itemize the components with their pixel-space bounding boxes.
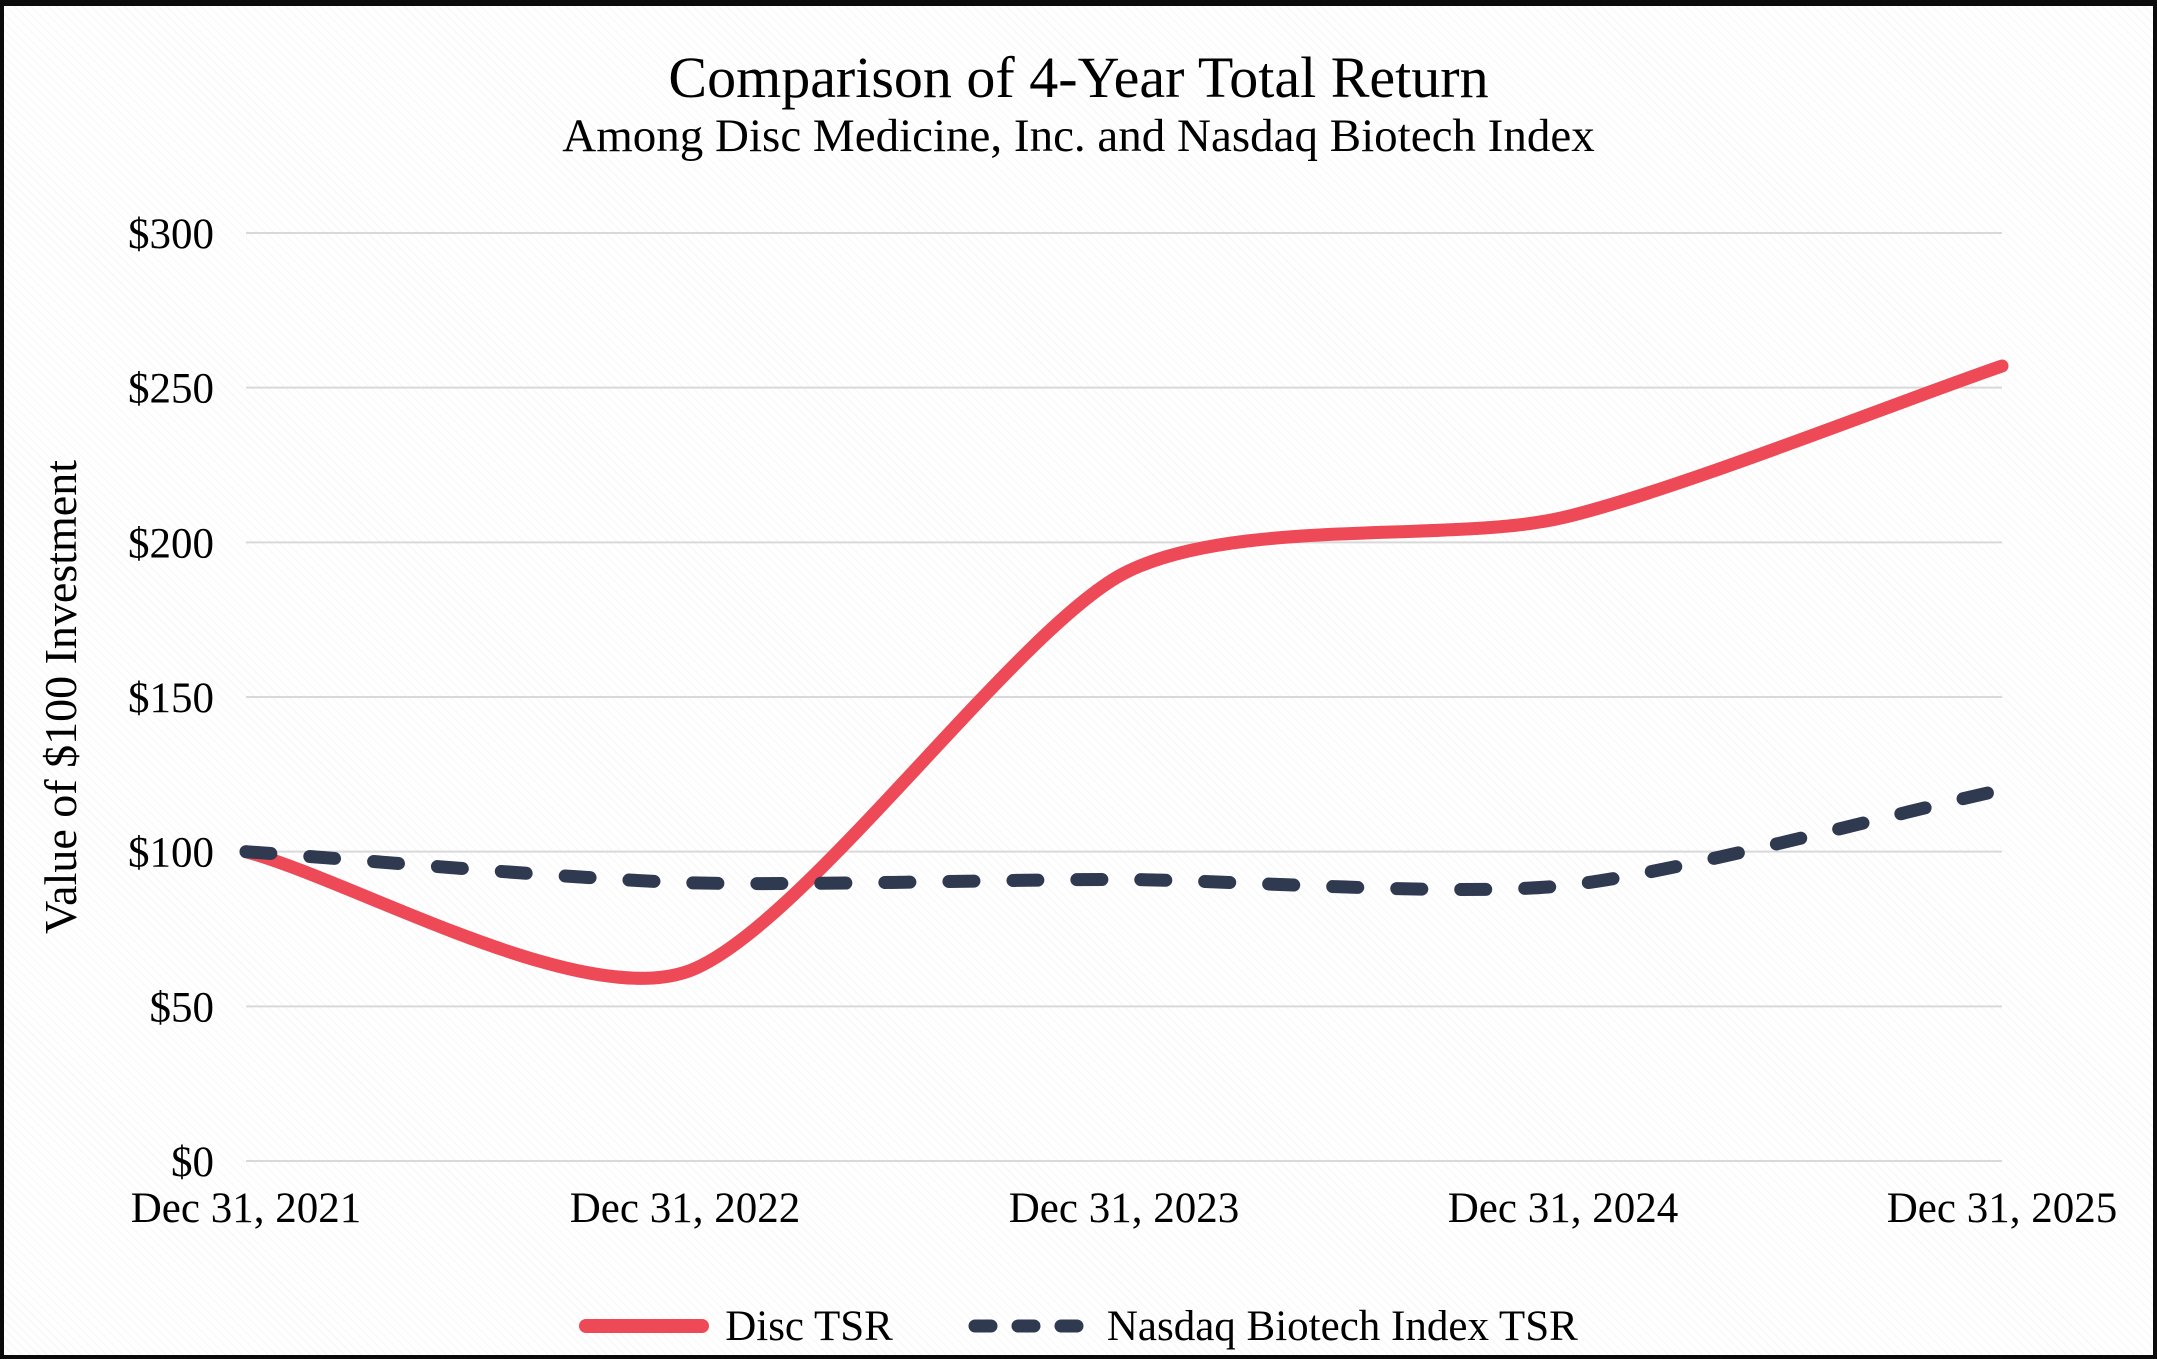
y-tick-label: $150: [128, 675, 214, 722]
legend-item-nasdaq-biotech: Nasdaq Biotech Index TSR: [967, 1302, 1578, 1351]
chart-plot-area: $0 $50 $100 $150 $200 $250 $300 Dec 31, 2021 Dec…: [35, 211, 2117, 1232]
x-tick-label: Dec 31, 2025: [1887, 1185, 2117, 1232]
y-axis-title: Value of $100 Investment: [35, 460, 86, 934]
legend-item-disc-tsr: Disc TSR: [579, 1302, 893, 1351]
legend-label-nasdaq-biotech: Nasdaq Biotech Index TSR: [1106, 1302, 1578, 1350]
y-tick-label: $0: [171, 1139, 214, 1186]
y-tick-label: $250: [128, 366, 214, 413]
chart-legend: Disc TSR Nasdaq Biotech Index TSR: [4, 1298, 2153, 1354]
x-tick-label: Dec 31, 2024: [1448, 1185, 1678, 1232]
y-tick-label: $50: [150, 984, 215, 1031]
dashed-line-swatch-icon: [968, 1319, 1091, 1333]
solid-line-swatch-icon: [579, 1319, 710, 1333]
x-tick-label: Dec 31, 2022: [570, 1185, 800, 1232]
series-line-disc-tsr: [239, 359, 2009, 985]
y-tick-label: $300: [128, 211, 214, 258]
legend-label-disc-tsr: Disc TSR: [725, 1302, 893, 1350]
chart-subtitle: Among Disc Medicine, Inc. and Nasdaq Bio…: [562, 110, 1595, 162]
x-tick-label: Dec 31, 2021: [131, 1185, 361, 1232]
chart-title: Comparison of 4-Year Total Return: [668, 45, 1489, 110]
y-tick-label: $200: [128, 520, 214, 567]
chart-header: Comparison of 4-Year Total Return Among …: [4, 45, 2153, 163]
x-tick-label: Dec 31, 2023: [1009, 1185, 1239, 1232]
series-line-nasdaq-biotech-index-tsr: [239, 783, 2009, 897]
y-tick-label: $100: [128, 830, 214, 877]
